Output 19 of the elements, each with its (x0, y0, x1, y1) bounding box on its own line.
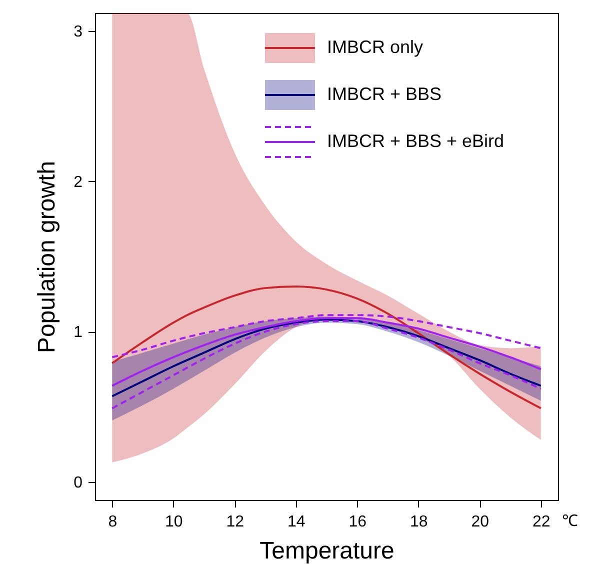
x-tick-label: 10 (164, 514, 183, 530)
x-tick-label: 12 (226, 514, 244, 530)
legend-label: IMBCR + BBS (327, 84, 442, 104)
y-axis-title: Population growth (34, 160, 61, 354)
x-tick-label: 16 (348, 514, 367, 530)
legend-label: IMBCR only (327, 37, 424, 57)
y-tick-label: 0 (74, 474, 83, 492)
x-tick-label: 18 (410, 514, 428, 530)
x-tick-label: 22 (532, 514, 550, 530)
y-tick-label: 1 (74, 324, 83, 342)
text: ℃ (562, 513, 578, 530)
x-tick-label: 8 (108, 514, 118, 530)
x-tick-label: 14 (287, 514, 306, 530)
y-tick-label: 3 (74, 24, 83, 41)
legend-label: IMBCR + BBS + eBird (327, 131, 504, 151)
line-series (111, 286, 542, 410)
x-tick-label: 20 (471, 514, 490, 530)
y-tick-label: 2 (74, 174, 83, 191)
x-axis-title: Temperature (260, 538, 394, 564)
